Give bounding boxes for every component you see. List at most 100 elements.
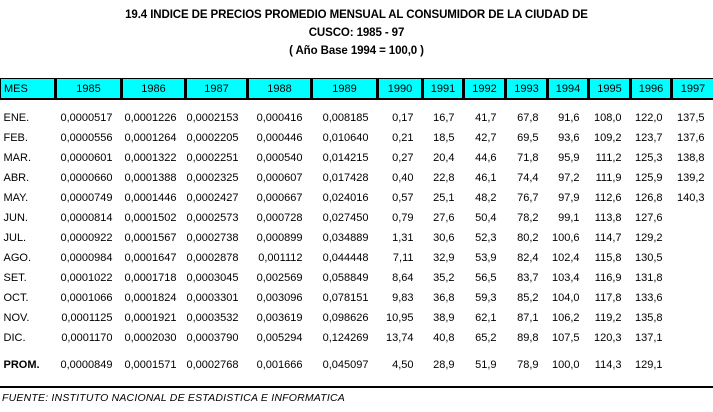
data-cell: 0,002569 bbox=[256, 272, 303, 284]
data-cell bbox=[672, 288, 713, 308]
table-row: AGO. 0,0000984 0,0001647 0,0002878 0,001112 0… bbox=[1, 248, 713, 268]
table-header: MES 1985 1986 1987 1988 1989 1990 1991 1992 1993 1… bbox=[0, 78, 713, 100]
data-cell: 122,0 bbox=[634, 112, 663, 124]
data-cell: 0,0001567 bbox=[124, 232, 177, 244]
data-cell: 117,8 bbox=[594, 292, 622, 304]
data-cell: 0,0003301 bbox=[186, 292, 239, 304]
data-cell: 106,2 bbox=[551, 312, 580, 324]
data-cell: 0,0001125 bbox=[61, 312, 113, 324]
data-cell: 74,4 bbox=[517, 172, 539, 184]
data-cell: 0,57 bbox=[392, 192, 414, 204]
data-cell: 0,17 bbox=[392, 112, 414, 124]
data-cell: 0,000416 bbox=[256, 112, 303, 124]
data-cell: 69,5 bbox=[517, 132, 539, 144]
data-cell bbox=[672, 308, 713, 328]
data-cell: 0,000667 bbox=[256, 192, 303, 204]
data-cell: 95,9 bbox=[558, 152, 580, 164]
data-cell: 100,6 bbox=[551, 232, 580, 244]
data-cell: 102,4 bbox=[551, 252, 580, 264]
data-cell: 52,3 bbox=[475, 232, 497, 244]
data-cell: 0,0000849 bbox=[60, 359, 113, 371]
row-label: FEB. bbox=[3, 132, 28, 144]
table-body: ENE. 0,0000517 0,0001226 0,0002153 0,000416 0… bbox=[1, 99, 713, 375]
data-cell: 82,4 bbox=[517, 252, 539, 264]
data-cell: 0,034889 bbox=[322, 232, 369, 244]
data-cell: 16,7 bbox=[433, 112, 455, 124]
data-cell: 62,1 bbox=[475, 312, 497, 324]
data-cell: 0,010640 bbox=[322, 132, 369, 144]
data-cell: 22,8 bbox=[433, 172, 455, 184]
data-cell: 0,000446 bbox=[256, 132, 303, 144]
table-row: NOV. 0,0001125 0,0001921 0,0003532 0,003619 0… bbox=[1, 308, 713, 328]
year-column-header: 1995 bbox=[587, 78, 632, 100]
table-title-line2: CUSCO: 1985 - 97 bbox=[308, 27, 405, 39]
data-cell: 0,0002251 bbox=[186, 152, 239, 164]
data-cell: 0,0001446 bbox=[124, 192, 177, 204]
price-index-table: MES 1985 1986 1987 1988 1989 1990 1991 1992 1993 1… bbox=[0, 78, 713, 375]
data-cell: 0,098626 bbox=[322, 312, 369, 324]
data-cell: 0,0000922 bbox=[60, 232, 113, 244]
row-label: ENE. bbox=[3, 112, 30, 124]
data-cell: 0,21 bbox=[392, 132, 414, 144]
data-cell: 0,0002325 bbox=[186, 172, 239, 184]
data-cell: 0,124269 bbox=[322, 332, 369, 344]
data-cell: 131,8 bbox=[634, 272, 663, 284]
data-cell bbox=[672, 248, 713, 268]
data-cell bbox=[672, 348, 713, 375]
data-cell: 0,0000556 bbox=[60, 132, 113, 144]
data-cell: 113,8 bbox=[594, 212, 622, 224]
data-cell: 127,6 bbox=[634, 212, 663, 224]
table-header-row: MES 1985 1986 1987 1988 1989 1990 1991 1992 1993 1… bbox=[0, 78, 713, 100]
data-cell: 48,2 bbox=[475, 192, 497, 204]
data-cell: 0,0001264 bbox=[124, 132, 177, 144]
data-cell: 50,4 bbox=[475, 212, 497, 224]
data-cell: 0,008185 bbox=[322, 112, 369, 124]
data-cell: 116,9 bbox=[594, 272, 622, 284]
data-cell: 137,6 bbox=[676, 132, 705, 144]
data-cell: 0,0003532 bbox=[186, 312, 239, 324]
year-column-header: 1986 bbox=[120, 78, 187, 100]
data-cell: 0,014215 bbox=[322, 152, 369, 164]
data-cell: 111,9 bbox=[595, 172, 622, 184]
table-row: FEB. 0,0000556 0,0001264 0,0002205 0,000446 0… bbox=[1, 128, 713, 148]
row-label: NOV. bbox=[3, 312, 30, 324]
data-cell: 0,0001388 bbox=[124, 172, 177, 184]
data-cell: 28,9 bbox=[433, 359, 455, 371]
data-cell: 0,000728 bbox=[256, 212, 303, 224]
data-cell: 9,83 bbox=[392, 292, 414, 304]
data-cell: 0,0002427 bbox=[186, 192, 239, 204]
table-row: SET. 0,0001022 0,0001718 0,0003045 0,002569 0… bbox=[1, 268, 713, 288]
data-cell: 104,0 bbox=[551, 292, 580, 304]
data-cell: 0,0002738 bbox=[186, 232, 239, 244]
row-label: JUN. bbox=[3, 212, 28, 224]
table-row: DIC. 0,0001170 0,0002030 0,0003790 0,005294 0… bbox=[1, 328, 713, 348]
data-cell: 0,003619 bbox=[256, 312, 303, 324]
data-cell: 99,1 bbox=[558, 212, 580, 224]
data-cell: 0,0001921 bbox=[124, 312, 177, 324]
data-cell bbox=[672, 228, 713, 248]
data-cell: 18,5 bbox=[433, 132, 455, 144]
data-cell: 0,027450 bbox=[322, 212, 369, 224]
data-cell: 67,8 bbox=[517, 112, 539, 124]
data-cell: 32,9 bbox=[433, 252, 455, 264]
data-cell: 89,8 bbox=[517, 332, 539, 344]
data-cell: 111,2 bbox=[595, 152, 622, 164]
data-cell bbox=[672, 208, 713, 228]
table-title-line3: ( Año Base 1994 = 100,0 ) bbox=[289, 45, 424, 57]
data-cell: 80,2 bbox=[517, 232, 539, 244]
data-cell: 130,5 bbox=[634, 252, 663, 264]
data-cell: 76,7 bbox=[517, 192, 539, 204]
data-cell: 133,6 bbox=[634, 292, 663, 304]
data-cell: 0,024016 bbox=[322, 192, 369, 204]
row-label: AGO. bbox=[3, 252, 32, 264]
data-cell: 0,0001647 bbox=[124, 252, 177, 264]
data-cell: 0,003096 bbox=[256, 292, 303, 304]
data-cell: 114,7 bbox=[594, 232, 622, 244]
data-cell: 93,6 bbox=[558, 132, 580, 144]
year-column-header: 1989 bbox=[310, 78, 379, 100]
data-cell: 83,7 bbox=[517, 272, 539, 284]
data-cell: 0,0003790 bbox=[186, 332, 239, 344]
data-cell: 135,8 bbox=[634, 312, 663, 324]
data-cell: 0,0002573 bbox=[186, 212, 239, 224]
data-cell: 20,4 bbox=[433, 152, 455, 164]
